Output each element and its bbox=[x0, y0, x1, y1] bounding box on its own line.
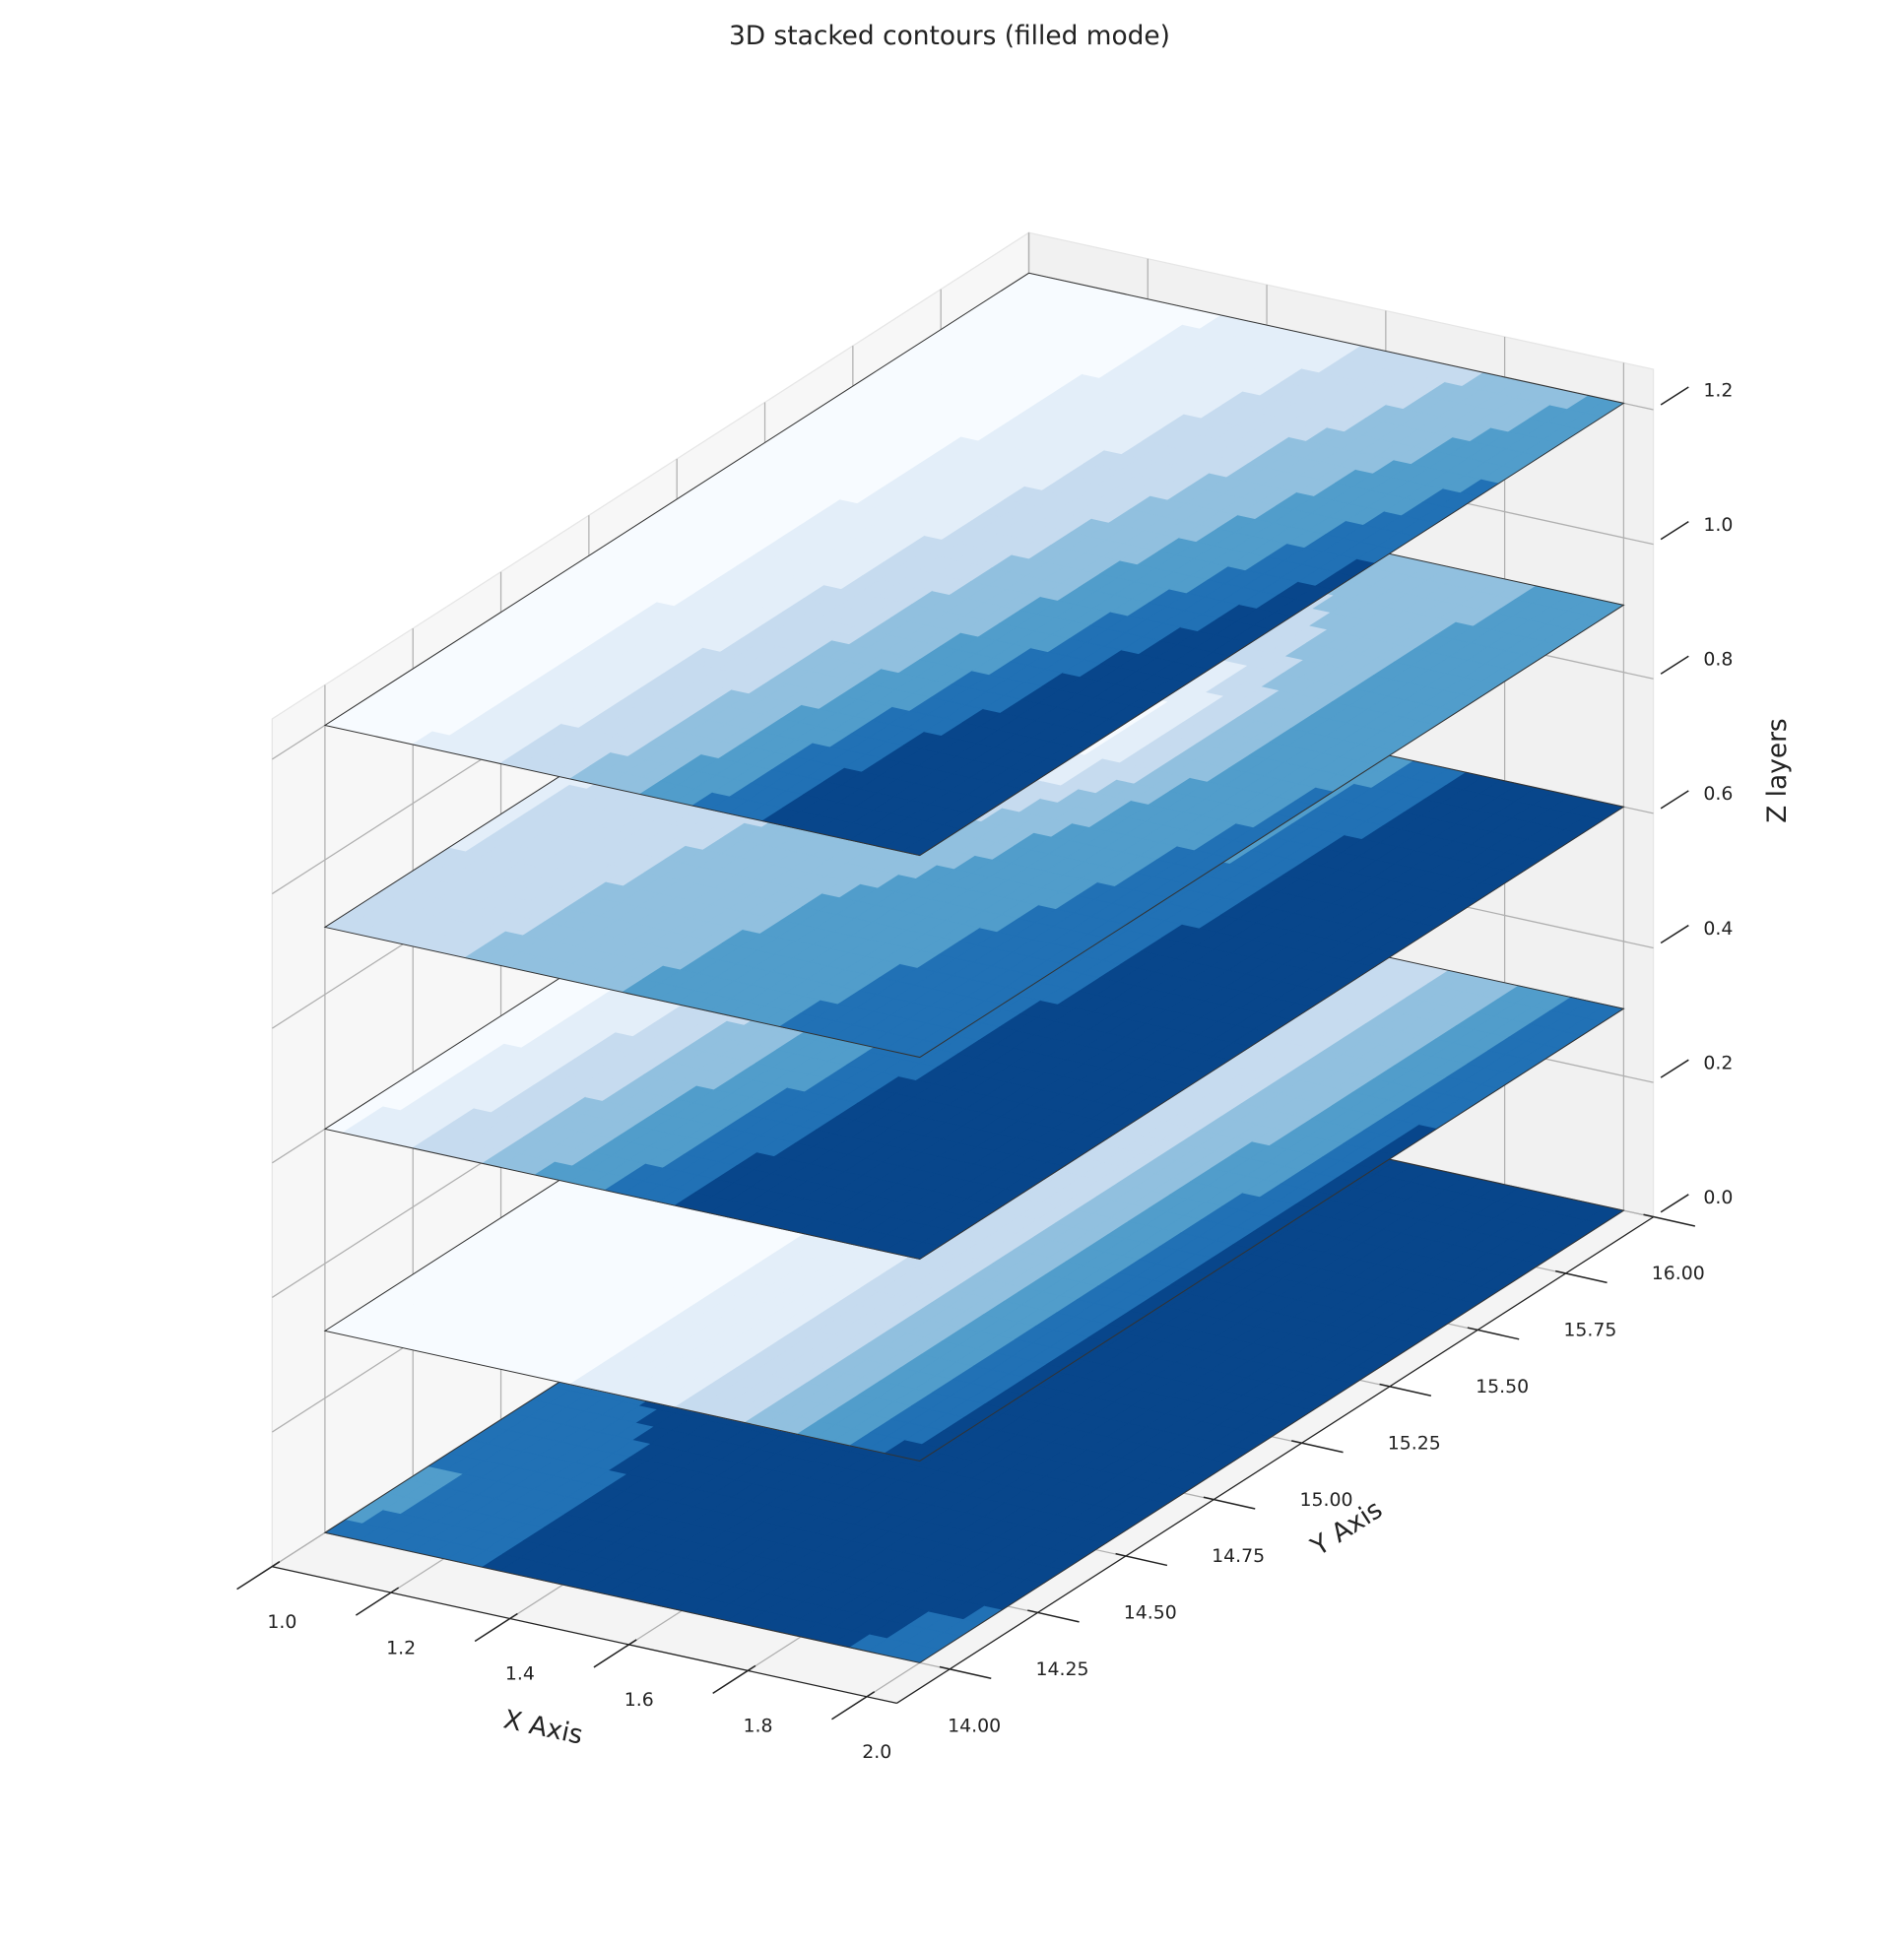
chart: 1.01.21.41.61.82.014.0014.2514.5014.7515… bbox=[236, 21, 1793, 1763]
